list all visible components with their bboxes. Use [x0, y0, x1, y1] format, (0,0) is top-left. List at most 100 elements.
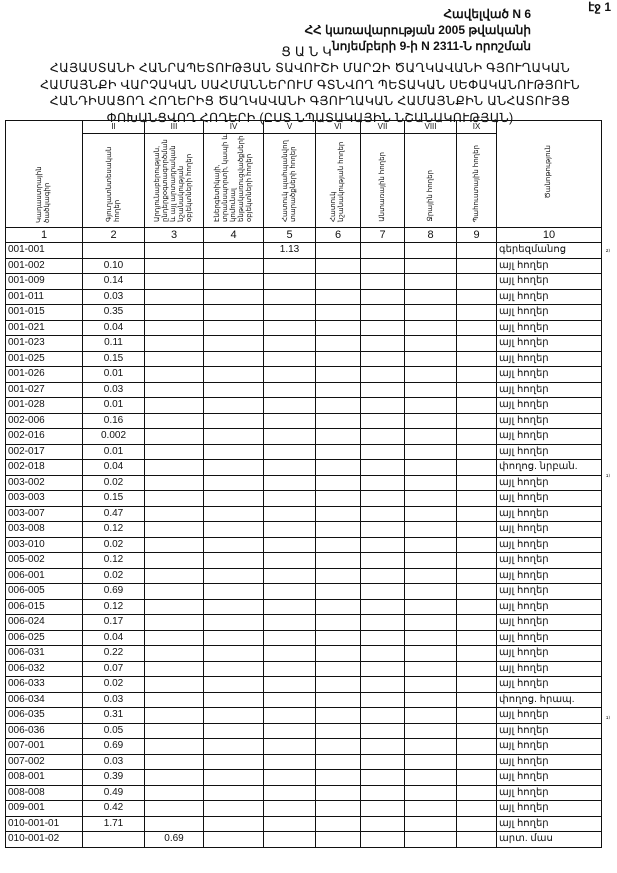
- area-cell: [203, 397, 264, 414]
- area-cell: [360, 831, 405, 848]
- area-cell: [315, 459, 361, 476]
- note-cell: այլ հողեր: [496, 738, 602, 755]
- note-cell: գերեզմանոց: [496, 242, 602, 259]
- area-cell: [360, 319, 405, 336]
- area-cell: [144, 350, 204, 367]
- note-cell: այլ հողեր: [496, 660, 602, 677]
- column-number-cell: 5: [263, 227, 316, 243]
- table-row: 001-001 1.13 գերեզմանոց: [5, 242, 602, 259]
- table-row: 009-001 0.42 այլ հողեր: [5, 800, 602, 817]
- area-cell: 0.01: [82, 366, 145, 383]
- area-cell: [263, 428, 316, 445]
- area-cell: [360, 536, 405, 553]
- area-cell: [263, 474, 316, 491]
- table-row: 005-002 0.12 այլ հողեր: [5, 552, 602, 569]
- table-row: 003-010 0.02 այլ հողեր: [5, 536, 602, 553]
- area-cell: [203, 242, 264, 259]
- area-cell: [315, 381, 361, 398]
- area-cell: [263, 288, 316, 305]
- area-cell: [404, 505, 457, 522]
- area-cell: [360, 769, 405, 786]
- area-cell: [263, 366, 316, 383]
- header-cell: Արդյունաբերության, ընդերքօգտագործման և ա…: [144, 133, 204, 228]
- area-cell: [203, 831, 264, 848]
- area-cell: 0.04: [82, 459, 145, 476]
- area-cell: [315, 800, 361, 817]
- area-cell: [456, 583, 497, 600]
- area-cell: [263, 552, 316, 569]
- area-cell: [144, 614, 204, 631]
- area-cell: [263, 722, 316, 739]
- table-row: 006-024 0.17 այլ հողեր: [5, 614, 602, 631]
- area-cell: [203, 614, 264, 631]
- area-cell: [315, 242, 361, 259]
- area-cell: [456, 567, 497, 584]
- area-cell: 1.71: [82, 815, 145, 832]
- column-number-cell: 9: [456, 227, 497, 243]
- table-row: 001-011 0.03 այլ հողեր: [5, 288, 602, 305]
- area-cell: [456, 350, 497, 367]
- area-cell: [404, 273, 457, 290]
- area-cell: [315, 707, 361, 724]
- area-cell: [456, 288, 497, 305]
- area-cell: [263, 335, 316, 352]
- area-cell: [456, 738, 497, 755]
- cadastral-code-cell: 008-008: [5, 784, 83, 801]
- note-cell: այլ հողեր: [496, 784, 602, 801]
- cadastral-code-cell: 001-011: [5, 288, 83, 305]
- area-cell: [315, 753, 361, 770]
- table-row: 006-033 0.02 այլ հողեր: [5, 676, 602, 693]
- header-cell: Ծանոթություն: [496, 120, 602, 228]
- area-cell: [263, 412, 316, 429]
- area-cell: [456, 815, 497, 832]
- area-cell: [360, 521, 405, 538]
- area-cell: 0.39: [82, 769, 145, 786]
- area-cell: [360, 474, 405, 491]
- area-cell: [404, 614, 457, 631]
- area-cell: [360, 614, 405, 631]
- area-cell: [404, 552, 457, 569]
- area-cell: [263, 583, 316, 600]
- area-cell: [456, 800, 497, 817]
- area-cell: [404, 443, 457, 460]
- area-cell: [315, 474, 361, 491]
- table-row: 008-008 0.49 այլ հողեր: [5, 784, 602, 801]
- area-cell: [360, 676, 405, 693]
- area-cell: [263, 645, 316, 662]
- area-cell: 0.07: [82, 660, 145, 677]
- note-cell: այլ հողեր: [496, 350, 602, 367]
- header-cell: Հատուկ պահպանվող տարածքների հողեր: [263, 133, 316, 228]
- area-cell: [263, 521, 316, 538]
- area-cell: [203, 490, 264, 507]
- annex-line: ՀՀ կառավարության 2005 թվականի: [304, 23, 531, 37]
- area-cell: [203, 273, 264, 290]
- area-cell: [315, 412, 361, 429]
- annex-line: Հավելված N 6: [443, 7, 531, 21]
- area-cell: [360, 366, 405, 383]
- note-cell: այլ հողեր: [496, 614, 602, 631]
- area-cell: [360, 304, 405, 321]
- cadastral-code-cell: 006-001: [5, 567, 83, 584]
- area-cell: [144, 738, 204, 755]
- area-cell: 0.03: [82, 381, 145, 398]
- area-cell: [360, 707, 405, 724]
- table-row: 006-025 0.04 այլ հողեր: [5, 629, 602, 646]
- table-row: 006-035 0.31 այլ հողեր: [5, 707, 602, 724]
- note-cell: այլ հողեր: [496, 381, 602, 398]
- area-cell: [315, 350, 361, 367]
- area-cell: [315, 598, 361, 615]
- area-cell: [315, 304, 361, 321]
- cadastral-code-cell: 007-002: [5, 753, 83, 770]
- header-cell: Ջրային հողեր: [404, 133, 457, 228]
- header-text: Հատուկ նշանակության հողեր: [330, 141, 345, 222]
- area-cell: [203, 676, 264, 693]
- area-cell: [144, 676, 204, 693]
- area-cell: 0.12: [82, 552, 145, 569]
- area-cell: [203, 784, 264, 801]
- cadastral-code-cell: 003-008: [5, 521, 83, 538]
- header-cell: Անտառային հողեր: [360, 133, 405, 228]
- area-cell: [404, 629, 457, 646]
- area-cell: [144, 521, 204, 538]
- header-text: Ծանոթություն: [545, 145, 552, 199]
- cadastral-code-cell: 001-001: [5, 242, 83, 259]
